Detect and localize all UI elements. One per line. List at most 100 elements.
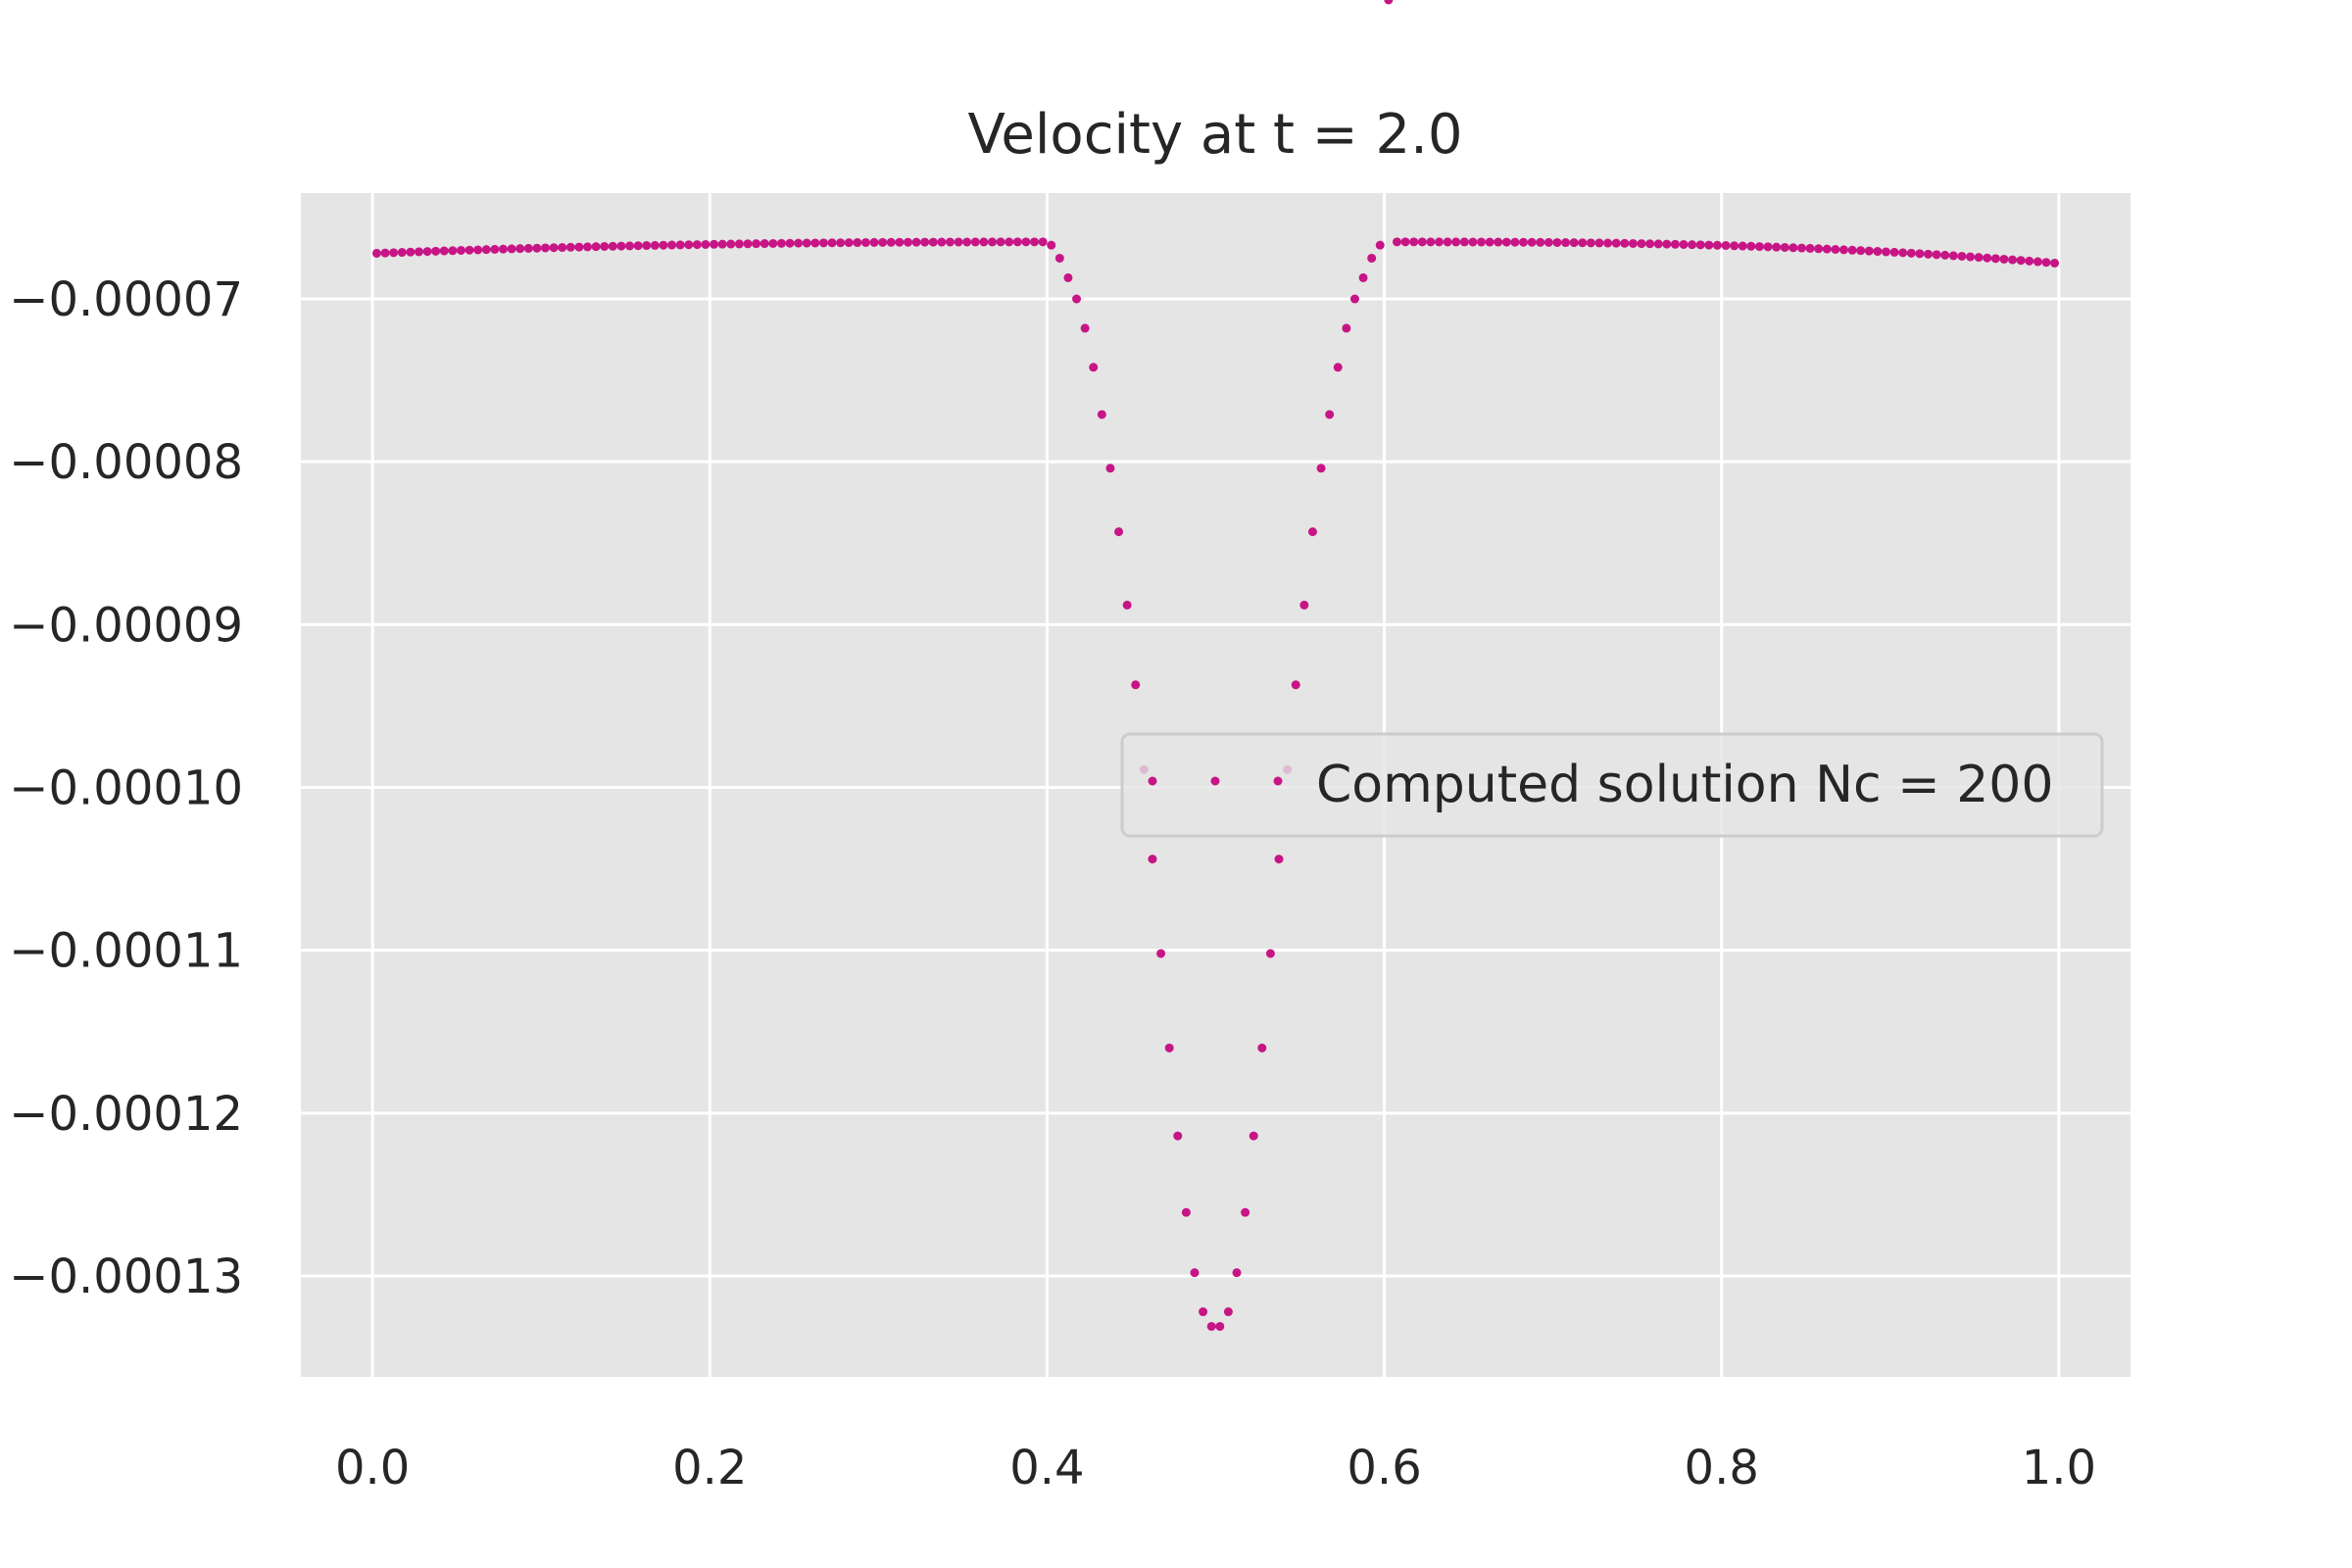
data-point xyxy=(1704,240,1714,250)
data-point xyxy=(1021,237,1031,247)
data-point xyxy=(743,239,753,249)
data-point xyxy=(1620,238,1630,248)
data-point xyxy=(1864,246,1874,256)
data-point xyxy=(515,244,525,254)
data-point xyxy=(1105,464,1115,473)
data-point xyxy=(414,247,423,257)
data-point xyxy=(1400,237,1410,247)
data-point xyxy=(1889,247,1899,257)
data-point xyxy=(1822,244,1832,254)
data-point xyxy=(1924,249,1934,259)
y-tick-label: −0.00010 xyxy=(9,760,243,815)
data-point xyxy=(911,237,921,247)
data-point xyxy=(1738,241,1747,251)
data-point xyxy=(2008,255,2018,265)
data-point xyxy=(1477,237,1487,247)
data-point xyxy=(1578,238,1588,248)
data-point xyxy=(448,246,458,256)
data-point xyxy=(1097,410,1106,419)
x-tick-label: 0.8 xyxy=(1685,1441,1759,1495)
y-tick-label: −0.00009 xyxy=(9,598,243,653)
data-point xyxy=(794,238,804,248)
data-point xyxy=(1653,239,1663,249)
data-point xyxy=(456,245,466,255)
data-point xyxy=(692,240,702,250)
data-point xyxy=(1080,323,1090,333)
data-point xyxy=(659,240,668,250)
data-point xyxy=(1788,243,1798,253)
data-point xyxy=(1932,250,1941,260)
data-point xyxy=(1122,600,1132,610)
data-point xyxy=(1156,949,1166,958)
data-point xyxy=(996,237,1005,247)
data-point xyxy=(667,240,677,250)
data-point xyxy=(1527,237,1537,247)
data-point xyxy=(954,237,963,247)
data-point xyxy=(1906,248,1916,258)
data-point xyxy=(2025,256,2034,266)
y-tick-label: −0.00007 xyxy=(9,272,243,327)
data-point xyxy=(979,237,989,247)
data-point xyxy=(675,240,685,250)
legend: Computed solution Nc = 200 xyxy=(1120,732,2104,838)
data-point xyxy=(1494,237,1503,247)
data-point xyxy=(1241,1207,1250,1217)
data-point xyxy=(1796,243,1806,253)
data-point xyxy=(827,238,837,248)
data-point xyxy=(1772,242,1782,252)
legend-label: Computed solution Nc = 200 xyxy=(1316,756,2053,814)
x-tick-label: 0.0 xyxy=(335,1441,410,1495)
data-point xyxy=(616,241,626,251)
data-point xyxy=(1181,1207,1191,1217)
data-point xyxy=(633,241,643,251)
data-point xyxy=(1940,250,1950,260)
data-point xyxy=(962,237,972,247)
data-point xyxy=(860,237,870,247)
data-point xyxy=(726,239,736,249)
data-point xyxy=(844,238,854,248)
x-tick-label: 1.0 xyxy=(2022,1441,2096,1495)
data-point xyxy=(1552,237,1562,247)
data-point xyxy=(406,247,416,257)
data-point xyxy=(1459,237,1469,247)
data-point xyxy=(1384,0,1394,5)
data-point xyxy=(2041,258,2051,268)
data-point xyxy=(558,243,567,253)
y-grid-lines xyxy=(301,297,2131,1278)
data-point xyxy=(684,240,694,250)
data-point xyxy=(1089,363,1099,372)
data-point xyxy=(371,248,381,258)
legend-marker xyxy=(1148,776,1157,786)
data-point xyxy=(818,238,828,248)
data-point xyxy=(490,244,500,254)
data-point xyxy=(1249,1131,1258,1141)
data-point xyxy=(389,248,399,258)
data-point xyxy=(1730,241,1740,251)
data-point xyxy=(532,243,542,253)
data-point xyxy=(549,243,559,253)
data-point xyxy=(625,241,635,251)
data-point xyxy=(1232,1268,1242,1278)
y-tick-label: −0.00012 xyxy=(9,1087,243,1142)
data-point xyxy=(1349,294,1359,304)
data-point xyxy=(422,247,432,257)
data-point xyxy=(1670,239,1680,249)
data-point xyxy=(1417,237,1427,247)
data-point xyxy=(1721,241,1731,251)
data-point xyxy=(1375,240,1385,250)
data-points xyxy=(371,0,2060,1331)
data-point xyxy=(768,238,778,248)
data-point xyxy=(439,246,449,256)
data-point xyxy=(473,245,483,255)
data-point xyxy=(1072,294,1082,304)
chart-title: Velocity at t = 2.0 xyxy=(967,103,1462,167)
data-point xyxy=(1628,238,1638,248)
data-point xyxy=(1038,237,1048,247)
data-point xyxy=(1603,238,1613,248)
data-point xyxy=(1594,238,1604,248)
data-point xyxy=(1586,238,1595,248)
data-point xyxy=(1367,253,1377,263)
data-point xyxy=(1948,251,1958,261)
data-point xyxy=(574,242,584,252)
data-point xyxy=(869,237,879,247)
